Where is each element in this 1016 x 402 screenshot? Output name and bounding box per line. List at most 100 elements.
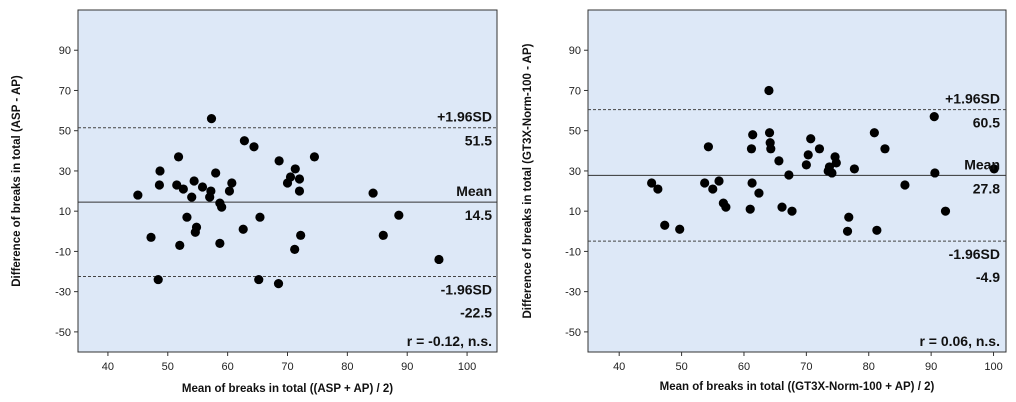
data-point [803, 150, 813, 160]
data-point [777, 202, 787, 212]
data-point [187, 192, 197, 202]
x-tick-label: 50 [675, 361, 687, 373]
data-point [747, 178, 757, 188]
data-point [849, 164, 859, 174]
data-point [178, 184, 188, 194]
y-tick-label: 90 [59, 45, 71, 57]
data-point [189, 176, 199, 186]
data-point [675, 224, 685, 234]
data-point [394, 210, 404, 220]
data-point [787, 206, 797, 216]
y-tick-label: 10 [569, 206, 581, 218]
y-axis-title: Difference of breaks in total (GT3X-Norm… [522, 43, 534, 318]
data-point [827, 168, 837, 178]
y-tick-label: 70 [59, 85, 71, 97]
data-point [217, 202, 227, 212]
data-point [748, 130, 758, 140]
data-point [434, 254, 444, 265]
data-point [273, 279, 284, 289]
mean-label: Mean [456, 183, 492, 199]
y-tick-label: -30 [565, 287, 581, 299]
y-tick-label: 30 [59, 166, 71, 178]
data-point [900, 180, 910, 190]
y-tick-label: -50 [565, 327, 581, 339]
x-tick-label: 100 [984, 361, 1002, 373]
data-point [653, 184, 663, 194]
y-axis-title: Difference of breaks in total (ASP - AP) [11, 75, 23, 287]
y-tick-label: 90 [569, 45, 581, 57]
x-tick-label: 40 [102, 361, 114, 373]
data-point [766, 144, 776, 154]
x-tick-label: 90 [401, 361, 413, 373]
data-point [869, 128, 879, 138]
data-point [133, 190, 143, 200]
data-point [309, 152, 320, 162]
data-point [215, 238, 225, 248]
lower-loa-label: -1.96SD [949, 246, 1000, 262]
data-point [708, 184, 718, 194]
correlation-annotation: r = -0.12, n.s. [407, 333, 492, 349]
data-point [721, 202, 731, 212]
data-point [153, 274, 163, 285]
data-point [224, 186, 235, 196]
y-tick-label: -10 [565, 246, 581, 258]
data-point [700, 178, 710, 188]
data-point [172, 180, 182, 190]
x-axis-title: Mean of breaks in total ((ASP + AP) / 2) [182, 383, 393, 395]
data-point [801, 160, 811, 170]
x-tick-label: 60 [222, 361, 234, 373]
data-point [239, 136, 250, 146]
y-tick-label: 30 [569, 166, 581, 178]
data-point [294, 186, 305, 196]
data-point [154, 180, 165, 190]
data-point [660, 220, 670, 230]
data-point [940, 206, 951, 216]
upper-loa-value: 51.5 [465, 133, 492, 149]
mean-value: 27.8 [973, 180, 1000, 196]
x-tick-label: 90 [925, 361, 937, 373]
y-tick-label: -50 [55, 327, 71, 339]
bland-altman-plot-gt3x: -50 -30 -10 10 30 50 70 90 40 50 60 70 80 90 100 +1.96S… [522, 9, 1007, 393]
y-tick-label: 50 [59, 126, 71, 138]
data-point [872, 225, 882, 235]
upper-loa-value: 60.5 [973, 115, 1000, 131]
correlation-annotation: r = 0.06, n.s. [919, 333, 1000, 349]
data-point [238, 224, 248, 234]
data-point [206, 186, 216, 196]
data-point [378, 230, 388, 240]
data-point [296, 230, 306, 240]
y-tick-label: -10 [55, 246, 71, 258]
x-tick-label: 100 [458, 361, 476, 373]
data-point [831, 158, 841, 168]
x-tick-label: 80 [863, 361, 875, 373]
data-point [746, 144, 757, 154]
data-point [197, 182, 208, 192]
data-point [254, 274, 264, 285]
data-point [930, 168, 940, 178]
data-point [806, 134, 816, 144]
data-point [814, 144, 825, 154]
data-point [844, 212, 854, 222]
y-tick-label: 50 [569, 126, 581, 138]
lower-loa-value: -22.5 [460, 305, 492, 321]
data-point [285, 172, 296, 182]
data-point [774, 156, 784, 166]
x-axis-title: Mean of breaks in total ((GT3X-Norm-100 … [660, 381, 935, 393]
plot-area [587, 9, 1007, 353]
data-point [182, 212, 192, 222]
data-point [294, 174, 305, 184]
data-point [290, 244, 300, 254]
y-tick-label: -30 [55, 287, 71, 299]
data-point [745, 204, 755, 214]
data-point [227, 178, 237, 188]
mean-value: 14.5 [465, 207, 492, 223]
bland-altman-plot-asp: -50 -30 -10 10 30 50 70 90 40 50 60 70 80 90 100 +1.96S… [11, 9, 498, 395]
data-point [784, 170, 794, 180]
mean-label: Mean [964, 156, 1000, 172]
upper-loa-label: +1.96SD [945, 91, 1000, 107]
data-point [155, 166, 165, 176]
x-tick-label: 70 [281, 361, 293, 373]
data-point [880, 144, 890, 154]
data-point [929, 112, 939, 122]
data-point [255, 212, 265, 222]
